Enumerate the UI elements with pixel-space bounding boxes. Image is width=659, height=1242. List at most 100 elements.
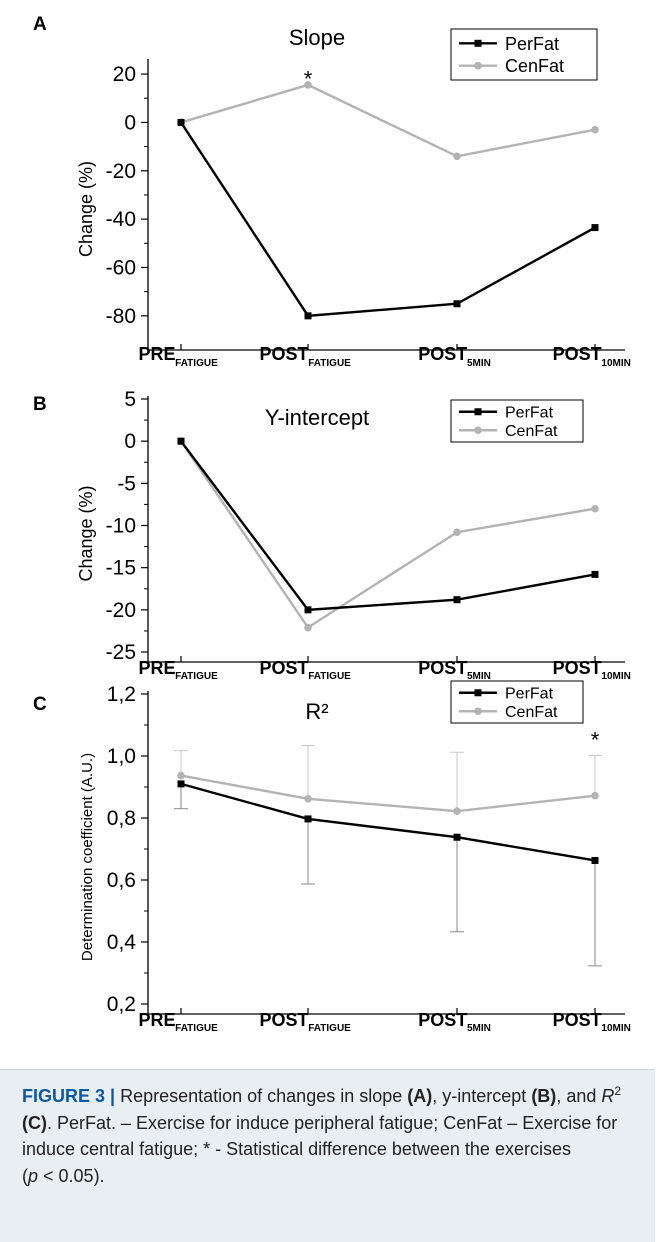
series-line-cenfat bbox=[180, 83, 596, 158]
data-point-perfat bbox=[453, 833, 461, 841]
y-tick-label: -80 bbox=[106, 305, 136, 328]
y-tick-label: 0,8 bbox=[107, 807, 136, 830]
series-line-perfat bbox=[179, 121, 596, 318]
x-tick-sublabel: FATIGUE bbox=[175, 671, 218, 682]
data-point-cenfat bbox=[453, 528, 461, 537]
data-point-cenfat bbox=[304, 623, 312, 632]
x-tick-label: POST bbox=[553, 658, 602, 678]
x-tick-sublabel: FATIGUE bbox=[308, 671, 351, 682]
y-tick-label: 0,2 bbox=[107, 993, 136, 1016]
data-point-perfat bbox=[453, 596, 461, 604]
data-point-cenfat bbox=[304, 794, 312, 803]
panel-label: B bbox=[33, 394, 47, 415]
data-point-perfat bbox=[304, 606, 312, 614]
data-point-perfat bbox=[591, 570, 599, 578]
y-tick-label: -10 bbox=[106, 515, 136, 538]
legend-marker bbox=[474, 426, 482, 435]
series-line-cenfat bbox=[180, 774, 596, 813]
y-tick-label: 0,6 bbox=[107, 869, 136, 892]
chart-panel-b: B Y-intercept 5 0 -5 -10 -15 -20 -25 Change (%) PR… bbox=[33, 388, 631, 682]
y-tick-label: -60 bbox=[106, 256, 136, 279]
y-tick-label: -25 bbox=[106, 641, 136, 664]
legend-label: PerFat bbox=[505, 34, 559, 54]
caption-text-1: Representation of changes in slope bbox=[115, 1086, 408, 1106]
figure-caption: FIGURE 3 | Representation of changes in … bbox=[0, 1069, 655, 1242]
y-tick-label: 1,2 bbox=[107, 683, 136, 706]
caption-ref-a: (A) bbox=[407, 1086, 433, 1106]
data-point-perfat bbox=[304, 312, 312, 320]
x-tick-label: POST bbox=[259, 658, 308, 678]
x-tick-label: POST bbox=[553, 1010, 602, 1030]
significance-marker: * bbox=[591, 727, 600, 752]
legend-marker bbox=[474, 689, 482, 697]
x-tick-label: POST bbox=[418, 344, 467, 364]
x-tick-sublabel: FATIGUE bbox=[175, 358, 218, 369]
caption-ref-c: (C) bbox=[22, 1112, 47, 1133]
caption-text-3: , and bbox=[556, 1086, 602, 1106]
caption-label: FIGURE 3 | bbox=[22, 1086, 116, 1106]
caption-p-symbol: p bbox=[28, 1165, 39, 1186]
y-tick-label: -40 bbox=[106, 208, 136, 231]
data-point-cenfat bbox=[591, 504, 599, 513]
x-tick-sublabel: FATIGUE bbox=[308, 358, 351, 369]
y-tick-label: -15 bbox=[106, 557, 136, 580]
legend-label: CenFat bbox=[505, 423, 558, 440]
y-axis-label: Change (%) bbox=[76, 485, 96, 581]
data-point-cenfat bbox=[304, 81, 312, 89]
y-tick-label: 5 bbox=[124, 388, 136, 411]
legend-box bbox=[450, 680, 584, 724]
y-tick-label: -5 bbox=[117, 472, 136, 495]
y-tick-label: 0 bbox=[124, 111, 136, 134]
legend-box bbox=[450, 399, 584, 443]
caption-text-4: . PerFat. – Exercise for induce peripher… bbox=[22, 1112, 618, 1160]
x-tick-label: PRE bbox=[139, 1010, 176, 1030]
x-tick-label: PRE bbox=[139, 344, 176, 364]
x-tick-label: POST bbox=[418, 1010, 467, 1030]
caption-text-2: , y-intercept bbox=[432, 1086, 532, 1106]
data-point-perfat bbox=[591, 856, 599, 864]
caption-text-5: ( bbox=[22, 1165, 28, 1186]
data-point-perfat bbox=[591, 224, 599, 232]
legend-label: CenFat bbox=[505, 56, 564, 76]
legend-label: PerFat bbox=[505, 405, 554, 422]
chart-title: Y-intercept bbox=[265, 405, 369, 430]
y-tick-label: 20 bbox=[113, 63, 136, 86]
y-tick-label: 0,4 bbox=[107, 931, 137, 954]
legend-marker bbox=[474, 707, 482, 716]
chart-panel-c: C R² 1,2 1,0 0,8 0,6 0,4 0,2 Determination coeff… bbox=[33, 680, 631, 1034]
data-point-cenfat bbox=[177, 771, 185, 780]
data-point-cenfat bbox=[591, 125, 599, 134]
series-line-cenfat bbox=[180, 440, 596, 630]
data-point-perfat bbox=[453, 300, 461, 308]
legend-marker bbox=[474, 408, 482, 416]
legend-label: CenFat bbox=[505, 704, 558, 721]
x-tick-sublabel: FATIGUE bbox=[175, 1023, 218, 1034]
x-tick-label: PRE bbox=[139, 658, 176, 678]
legend-label: PerFat bbox=[505, 686, 554, 703]
y-tick-label: -20 bbox=[106, 160, 136, 183]
x-tick-sublabel: 5MIN bbox=[467, 1023, 491, 1034]
y-tick-label: 0 bbox=[124, 430, 136, 453]
caption-text-6: < 0.05). bbox=[38, 1165, 105, 1186]
x-tick-label: POST bbox=[259, 344, 308, 364]
x-tick-sublabel: FATIGUE bbox=[308, 1023, 351, 1034]
data-point-cenfat bbox=[591, 791, 599, 800]
data-point-perfat bbox=[304, 815, 312, 823]
y-tick-label: 1,0 bbox=[107, 745, 136, 768]
x-tick-label: POST bbox=[418, 658, 467, 678]
x-tick-label: POST bbox=[259, 1010, 308, 1030]
y-axis-label: Change (%) bbox=[76, 161, 96, 257]
caption-ref-b: (B) bbox=[531, 1086, 557, 1106]
panel-label: A bbox=[33, 14, 47, 35]
x-tick-sublabel: 10MIN bbox=[601, 671, 630, 682]
caption-r-superscript: 2 bbox=[614, 1084, 622, 1098]
panel-label: C bbox=[33, 694, 47, 715]
legend-marker bbox=[474, 61, 482, 70]
x-tick-sublabel: 5MIN bbox=[467, 358, 491, 369]
